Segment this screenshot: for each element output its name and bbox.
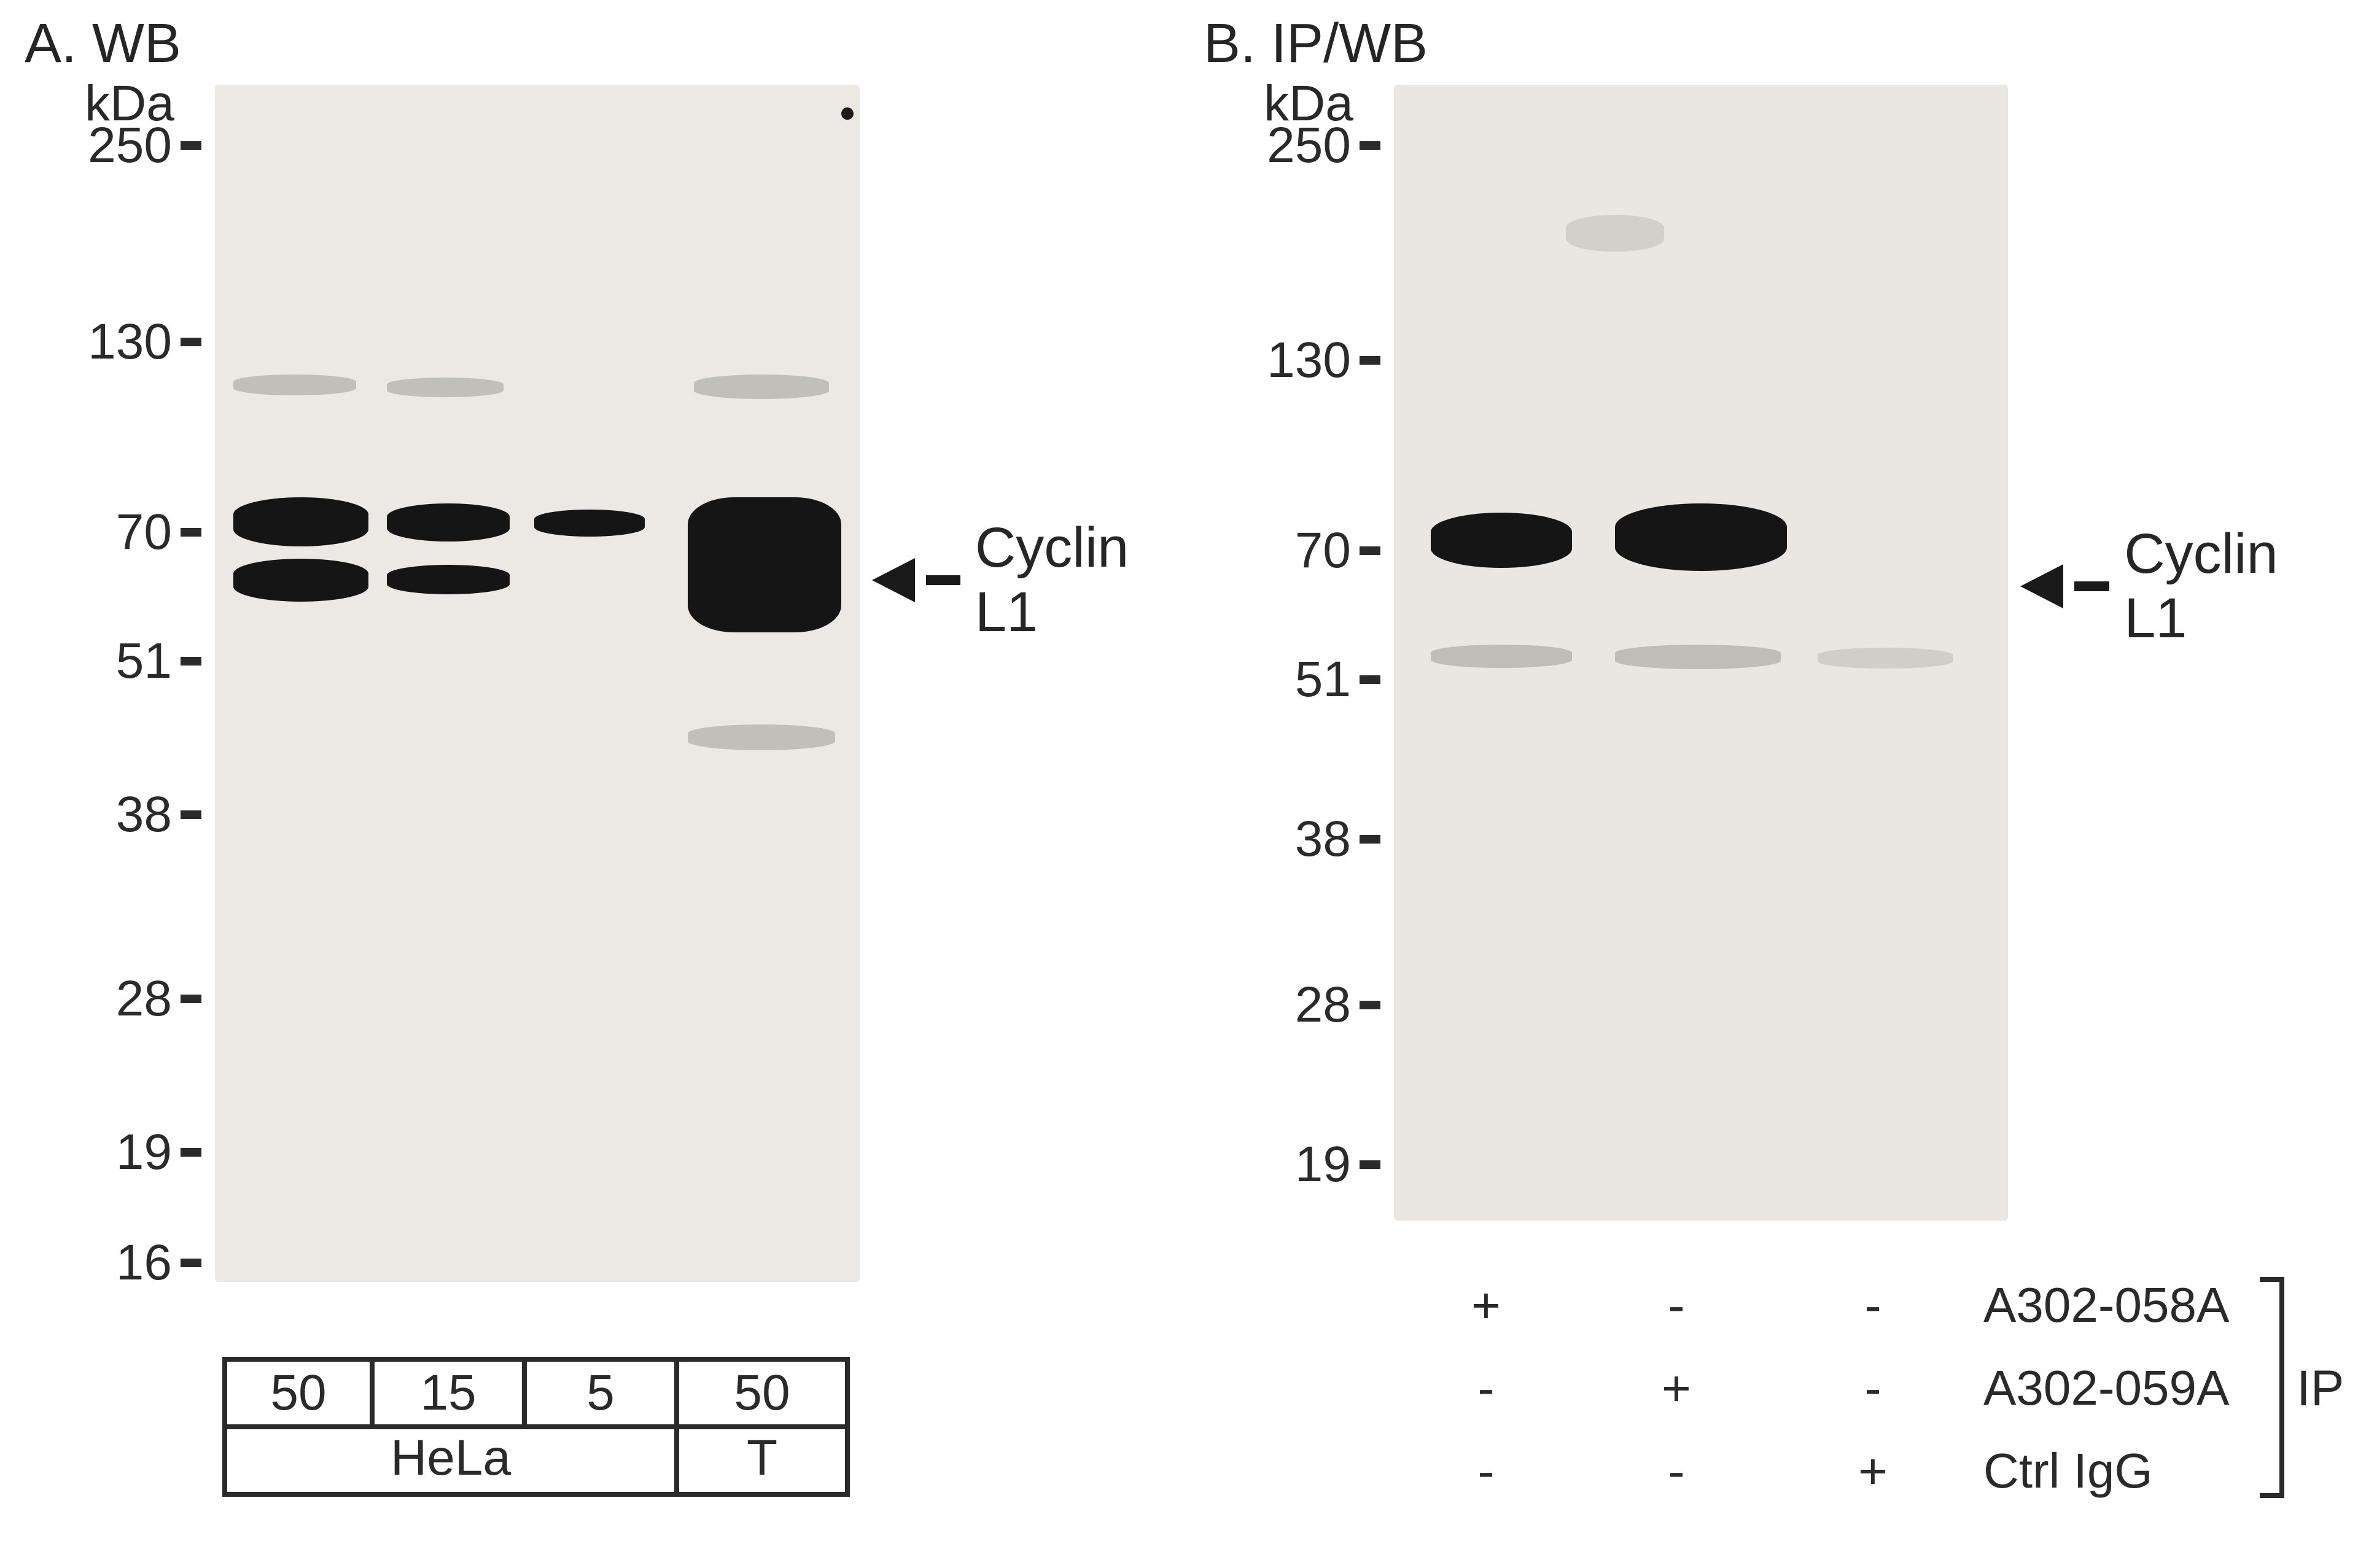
artifact-speck	[841, 107, 854, 120]
tick-dash-icon	[181, 338, 201, 346]
band-faint	[1818, 648, 1953, 669]
ip-bracket-label: IP	[2297, 1360, 2344, 1418]
lane-source-t: T	[679, 1424, 850, 1497]
tick-b-38: 38	[1259, 810, 1380, 868]
lane-sources-row: HeLa T	[222, 1424, 850, 1497]
tick-a-16: 16	[80, 1234, 201, 1292]
band-faint	[1566, 215, 1664, 252]
panel-b: B. IP/WB kDa 250 130 70 51 38 28 19 Cycl…	[1204, 12, 2346, 1559]
tick-b-250: 250	[1259, 117, 1380, 174]
ip-mark: +	[1468, 1277, 1504, 1335]
band	[1615, 503, 1787, 571]
lane-amount-3: 5	[527, 1357, 679, 1429]
lane-amount-2: 15	[375, 1357, 527, 1429]
figure-root: A. WB kDa 250 130 70 51 38 28 19 16 Cycl…	[0, 0, 2358, 1568]
band-faint	[387, 378, 504, 397]
ip-mark: +	[1658, 1360, 1695, 1418]
tick-dash-icon	[1360, 675, 1380, 684]
panel-a-title: A. WB	[25, 12, 181, 76]
tick-dash-icon	[181, 528, 201, 537]
tick-a-51: 51	[80, 632, 201, 690]
tick-a-38: 38	[80, 786, 201, 844]
tick-dash-icon	[1360, 1160, 1380, 1169]
tick-dash-icon	[181, 810, 201, 819]
tick-dash-icon	[1360, 141, 1380, 150]
ip-antibody-2: A302-059A	[1983, 1360, 2229, 1416]
band-faint	[688, 724, 835, 750]
protein-label-a: Cyclin L1	[975, 516, 1191, 645]
tick-a-28: 28	[80, 970, 201, 1028]
tick-dash-icon	[1360, 1001, 1380, 1009]
ip-mark: +	[1854, 1443, 1891, 1500]
band	[387, 503, 510, 541]
arrow-left-icon	[872, 558, 915, 602]
tick-b-51: 51	[1259, 651, 1380, 708]
ip-mark: -	[1658, 1443, 1695, 1500]
arrow-left-icon	[2020, 564, 2063, 608]
lane-source-hela: HeLa	[222, 1424, 679, 1497]
ip-mark: -	[1468, 1443, 1504, 1500]
band-faint	[1431, 645, 1572, 668]
tick-dash-icon	[1360, 356, 1380, 365]
tick-b-130: 130	[1259, 332, 1380, 389]
cyclin-arrow-a: Cyclin L1	[872, 516, 1191, 645]
ip-mark: -	[1854, 1360, 1891, 1418]
tick-dash-icon	[181, 1148, 201, 1157]
panel-a: A. WB kDa 250 130 70 51 38 28 19 16 Cycl…	[25, 12, 1191, 1559]
band	[688, 497, 841, 632]
panel-a-blot	[215, 85, 860, 1282]
cyclin-arrow-b: Cyclin L1	[2020, 522, 2346, 651]
tick-dash-icon	[181, 141, 201, 150]
arrow-shaft-icon	[2074, 581, 2109, 591]
ip-antibody-3: Ctrl IgG	[1983, 1443, 2153, 1499]
tick-dash-icon	[181, 995, 201, 1003]
band-faint	[1615, 645, 1781, 669]
tick-dash-icon	[1360, 546, 1380, 555]
arrow-shaft-icon	[926, 575, 960, 585]
tick-a-250: 250	[80, 117, 201, 174]
ip-antibody-1: A302-058A	[1983, 1277, 2229, 1333]
ip-mark: -	[1658, 1277, 1695, 1335]
ip-bracket-icon	[2260, 1277, 2284, 1498]
band-faint	[694, 375, 829, 399]
tick-dash-icon	[181, 1259, 201, 1267]
band	[233, 559, 368, 602]
lane-amount-4: 50	[679, 1357, 850, 1429]
tick-a-130: 130	[80, 313, 201, 371]
band	[387, 565, 510, 594]
lane-amounts-row: 50 15 5 50	[222, 1357, 850, 1429]
tick-dash-icon	[181, 657, 201, 666]
band-faint	[233, 375, 356, 395]
ip-mark: -	[1854, 1277, 1891, 1335]
tick-b-28: 28	[1259, 976, 1380, 1034]
lane-amount-1: 50	[222, 1357, 375, 1429]
band	[233, 497, 368, 546]
band	[534, 510, 645, 537]
ip-mark: -	[1468, 1360, 1504, 1418]
panel-b-title: B. IP/WB	[1204, 12, 1428, 76]
tick-dash-icon	[1360, 835, 1380, 844]
band	[1431, 513, 1572, 568]
tick-b-70: 70	[1259, 522, 1380, 580]
tick-a-19: 19	[80, 1124, 201, 1181]
tick-b-19: 19	[1259, 1136, 1380, 1193]
protein-label-b: Cyclin L1	[2124, 522, 2346, 651]
tick-a-70: 70	[80, 503, 201, 561]
